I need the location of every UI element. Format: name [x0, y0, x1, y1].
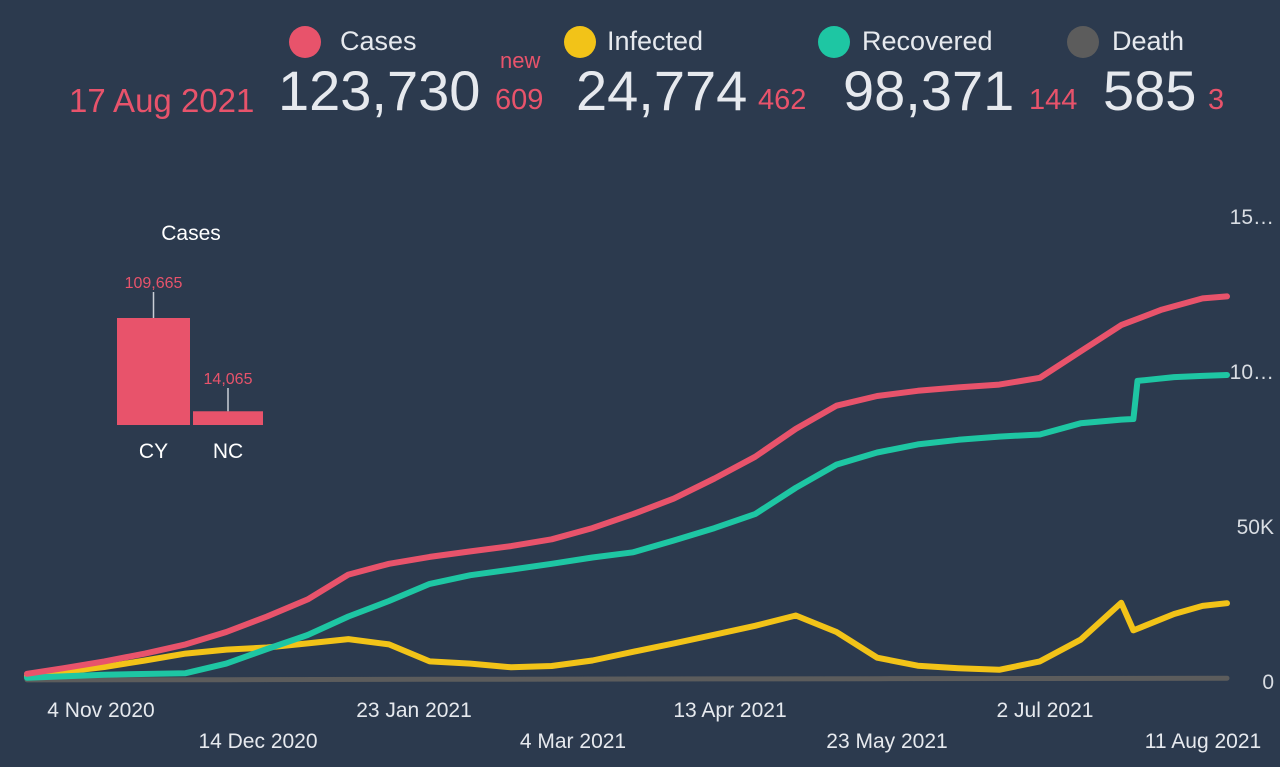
y-tick-label: 15… [1230, 206, 1274, 229]
x-tick-label: 11 Aug 2021 [1145, 730, 1261, 753]
recovered-legend-dot [818, 26, 850, 58]
cases-series-line [24, 293, 1230, 677]
y-tick-label: 50K [1237, 516, 1274, 539]
infected-legend-dot [564, 26, 596, 58]
infected-label: Infected [607, 26, 704, 56]
x-tick-label: 14 Dec 2020 [198, 730, 317, 753]
death-new: 3 [1208, 84, 1225, 116]
x-tick-label: 23 Jan 2021 [356, 699, 472, 722]
x-tick-label: 23 May 2021 [826, 730, 947, 753]
inset-bar-cy [117, 318, 190, 425]
death-legend-dot [1067, 26, 1099, 58]
cases-legend-dot [289, 26, 321, 58]
new-label: new [500, 48, 541, 73]
inset-bar-nc [193, 411, 263, 425]
x-tick-label: 13 Apr 2021 [673, 699, 786, 722]
y-tick-label: 10… [1230, 361, 1274, 384]
cases-label: Cases [340, 26, 417, 56]
death-series-line [24, 675, 1230, 683]
recovered-new: 144 [1029, 84, 1078, 116]
death-label: Death [1112, 26, 1185, 56]
death-total: 585 [1103, 59, 1197, 122]
report-date: 17 Aug 2021 [69, 82, 255, 119]
inset-bar-value-label: 109,665 [125, 275, 183, 292]
inset-bar-category-label: CY [139, 440, 168, 463]
inset-bar-value-label: 14,065 [204, 371, 253, 388]
x-tick-label: 4 Mar 2021 [520, 730, 626, 753]
recovered-total: 98,371 [843, 59, 1015, 122]
x-tick-label: 2 Jul 2021 [997, 699, 1094, 722]
infected-new: 462 [758, 84, 807, 116]
recovered-series-line [24, 372, 1230, 681]
inset-chart-title: Cases [161, 222, 221, 245]
inset-bar-category-label: NC [213, 440, 243, 463]
cases-new: 609 [495, 84, 544, 116]
recovered-label: Recovered [862, 26, 993, 56]
cases-total: 123,730 [278, 59, 481, 122]
x-tick-label: 4 Nov 2020 [47, 699, 154, 722]
y-tick-label: 0 [1262, 671, 1274, 694]
infected-total: 24,774 [576, 59, 748, 122]
